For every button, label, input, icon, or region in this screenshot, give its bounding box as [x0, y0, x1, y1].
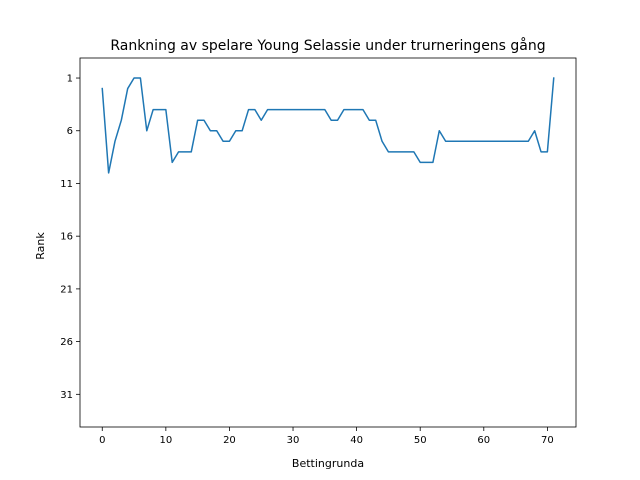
y-tick-label: 11: [60, 179, 73, 190]
y-tick-label: 6: [67, 126, 73, 137]
x-tick-label: 0: [99, 435, 105, 446]
y-tick-label: 26: [60, 337, 73, 348]
series-line-0: [101, 77, 555, 174]
x-tick-label: 60: [477, 435, 490, 446]
x-tick-label: 70: [541, 435, 554, 446]
y-axis-label: Rank: [34, 232, 47, 260]
plot-frame: [79, 57, 577, 428]
x-tick-label: 30: [287, 435, 300, 446]
y-tick-label: 21: [60, 284, 73, 295]
plot-area: [79, 57, 577, 428]
x-axis-ticks: 0 10 20 30 40 50 60 70: [99, 427, 554, 446]
y-tick-label: 1: [67, 74, 73, 85]
y-tick-label: 31: [60, 390, 73, 401]
x-tick-label: 20: [223, 435, 236, 446]
y-tick-label: 16: [60, 232, 73, 243]
x-tick-label: 50: [414, 435, 427, 446]
x-axis-label: Bettingrunda: [292, 457, 364, 470]
x-tick-label: 40: [350, 435, 363, 446]
x-tick-label: 10: [159, 435, 172, 446]
chart-title: Rankning av spelare Young Selassie under…: [110, 37, 545, 54]
